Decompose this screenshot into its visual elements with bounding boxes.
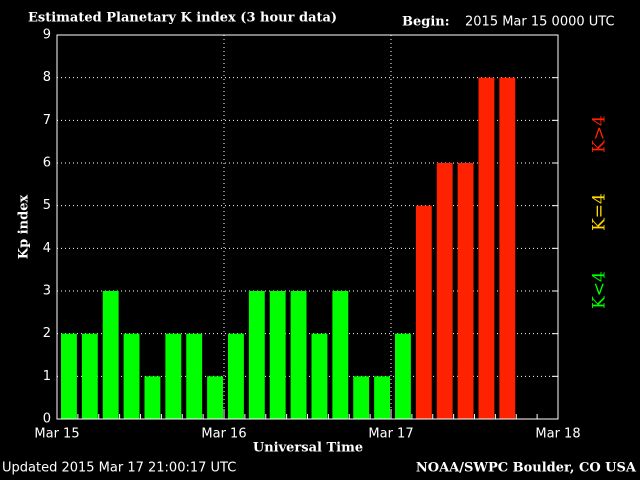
y-tick-label: 9 — [43, 28, 51, 43]
y-tick-label: 7 — [43, 113, 51, 128]
y-tick-label: 1 — [43, 369, 51, 384]
bar — [102, 291, 119, 419]
legend-entry: K=4 — [590, 193, 610, 231]
source: NOAA/SWPC Boulder, CO USA — [416, 461, 637, 476]
bar — [311, 333, 328, 419]
bar — [186, 333, 203, 419]
bar — [207, 376, 223, 419]
x-tick-label: Mar 18 — [535, 427, 580, 442]
y-tick-label: 8 — [43, 70, 51, 85]
bar — [478, 77, 495, 420]
bar — [269, 291, 286, 419]
bar — [415, 205, 432, 419]
begin-label: Begin: — [402, 15, 450, 30]
legend-entry: K>4 — [590, 115, 610, 153]
x-tick-label: Mar 16 — [201, 427, 246, 442]
plot-frame — [56, 34, 559, 420]
bar — [165, 333, 182, 419]
bar — [123, 333, 140, 419]
y-tick-label: 6 — [43, 156, 51, 171]
y-tick-label: 3 — [43, 284, 51, 299]
bar — [61, 333, 77, 419]
updated: Updated 2015 Mar 17 21:00:17 UTC — [2, 461, 236, 476]
bar — [353, 376, 370, 419]
bar — [499, 77, 516, 420]
y-tick-label: 2 — [43, 326, 51, 341]
bar — [81, 333, 98, 419]
bar — [395, 333, 411, 419]
y-tick-label: 5 — [43, 198, 51, 213]
bar — [436, 163, 453, 419]
x-tick-label: Mar 17 — [368, 427, 413, 442]
x-tick-label: Mar 15 — [34, 427, 79, 442]
y-axis-label: Kp index — [17, 195, 32, 260]
bar — [248, 291, 265, 419]
bar — [374, 376, 390, 419]
bar — [332, 291, 349, 419]
legend-entry: K<4 — [590, 271, 610, 309]
bar — [228, 333, 244, 419]
bar — [144, 376, 161, 419]
y-tick-label: 4 — [43, 241, 51, 256]
x-axis-label: Universal Time — [253, 441, 363, 456]
chart-title: Estimated Planetary K index (3 hour data… — [28, 11, 337, 26]
bar — [290, 291, 307, 419]
y-tick-label: 0 — [43, 412, 51, 427]
begin-date: 2015 Mar 15 0000 UTC — [465, 15, 615, 30]
bar — [457, 163, 474, 419]
